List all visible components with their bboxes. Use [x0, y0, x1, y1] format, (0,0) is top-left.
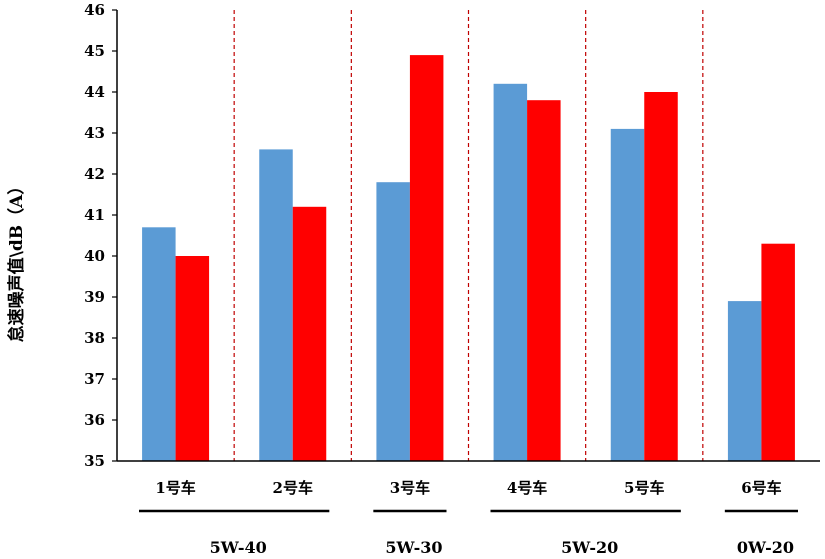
bar-series-2	[527, 100, 561, 461]
y-axis-label: 怠速噪声值\dB（A）	[6, 178, 27, 343]
group-label: 0W-20	[737, 538, 794, 557]
bar-series-2	[175, 256, 210, 461]
bar-series-1	[142, 227, 176, 461]
y-tick-label: 46	[84, 1, 105, 19]
category-label: 6号车	[741, 479, 781, 497]
bar-series-1	[610, 128, 645, 461]
group-separators	[233, 10, 704, 461]
category-label: 3号车	[390, 479, 430, 497]
y-tick-label: 37	[84, 370, 105, 388]
y-tick-label: 38	[84, 329, 105, 347]
y-tick-label: 40	[84, 247, 105, 265]
bar-series-1	[259, 149, 293, 461]
bar-series-1	[376, 182, 410, 461]
bar-series-2	[644, 92, 678, 461]
y-tick-label: 39	[84, 288, 105, 306]
bar-series-2	[409, 55, 444, 461]
y-tick-label: 36	[84, 411, 105, 429]
group-label: 5W-30	[385, 538, 442, 557]
y-tick-label: 42	[84, 165, 105, 183]
group-labels: 5W-40 5W-30 5W-20 0W-20	[139, 509, 798, 557]
y-tick-label: 43	[84, 124, 105, 142]
category-label: 2号车	[273, 479, 313, 497]
bar-series-1	[493, 83, 528, 462]
y-tick-label: 44	[84, 83, 105, 101]
category-label: 4号车	[507, 479, 547, 497]
y-ticks: 35 36 37 38 39 40 41 42 43 44 45 46	[84, 1, 117, 470]
category-label: 5号车	[624, 479, 664, 497]
bars-layer	[142, 55, 795, 462]
group-label: 5W-20	[561, 538, 618, 557]
bar-series-1	[727, 301, 762, 461]
y-tick-label: 45	[84, 42, 105, 60]
category-labels: 1号车 2号车 3号车 4号车 5号车 6号车	[155, 479, 781, 497]
category-label: 1号车	[155, 479, 195, 497]
bar-series-2	[761, 243, 795, 461]
group-label: 5W-40	[210, 538, 267, 557]
y-tick-label: 35	[84, 452, 105, 470]
y-tick-label: 41	[84, 206, 105, 224]
bar-series-2	[292, 206, 327, 461]
